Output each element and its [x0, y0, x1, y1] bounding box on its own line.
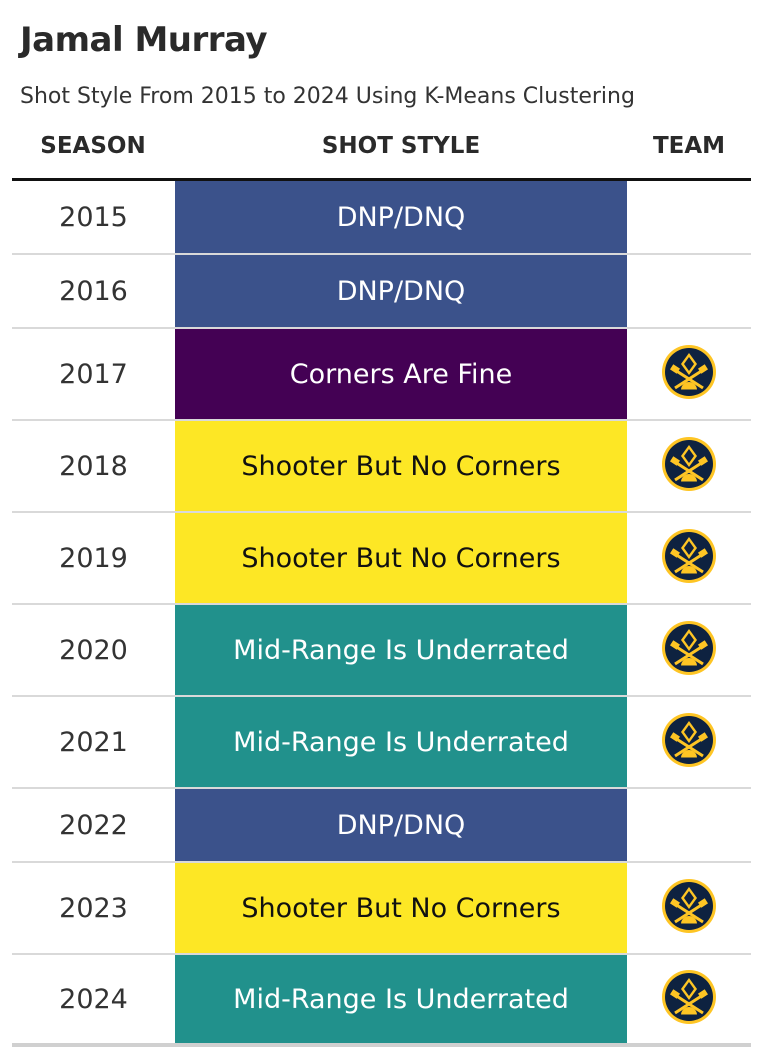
season-cell: 2021	[59, 726, 128, 758]
column-header-team: TEAM	[652, 133, 726, 159]
season-cell: 2024	[59, 983, 128, 1015]
table-row: 2018 Shooter But No Corners	[12, 421, 751, 513]
table-row: 2019 Shooter But No Corners	[12, 513, 751, 605]
team-cell	[627, 181, 751, 253]
shot-style-cell: DNP/DNQ	[175, 789, 627, 861]
shot-style-cell: Mid-Range Is Underrated	[175, 697, 627, 787]
table-row: 2020 Mid-Range Is Underrated	[12, 605, 751, 697]
season-cell: 2020	[59, 634, 128, 666]
header-rule	[12, 178, 751, 181]
nuggets-logo-icon	[661, 528, 717, 589]
column-header-season: SEASON	[40, 133, 146, 159]
nuggets-logo-icon	[661, 620, 717, 681]
season-cell: 2019	[59, 542, 128, 574]
team-cell	[627, 697, 751, 787]
shot-style-cell: Shooter But No Corners	[175, 421, 627, 511]
season-cell: 2018	[59, 450, 128, 482]
nuggets-logo-icon	[661, 969, 717, 1030]
table-row: 2023 Shooter But No Corners	[12, 863, 751, 955]
table-row: 2015 DNP/DNQ	[12, 181, 751, 255]
shot-style-cell: Shooter But No Corners	[175, 863, 627, 953]
team-cell	[627, 789, 751, 861]
table-body: 2015 DNP/DNQ 2016 DNP/DNQ 2017 Corners Are Fi…	[12, 181, 751, 1047]
team-cell	[627, 955, 751, 1043]
team-cell	[627, 513, 751, 603]
nuggets-logo-icon	[661, 344, 717, 405]
shot-style-cell: Mid-Range Is Underrated	[175, 955, 627, 1043]
nuggets-logo-icon	[661, 878, 717, 939]
table-row: 2024 Mid-Range Is Underrated	[12, 955, 751, 1047]
team-cell	[627, 421, 751, 511]
shot-style-cell: DNP/DNQ	[175, 181, 627, 253]
chart-subtitle: Shot Style From 2015 to 2024 Using K-Mea…	[20, 84, 635, 109]
season-cell: 2022	[59, 809, 128, 841]
table-row: 2021 Mid-Range Is Underrated	[12, 697, 751, 789]
nuggets-logo-icon	[661, 712, 717, 773]
table-row: 2022 DNP/DNQ	[12, 789, 751, 863]
team-cell	[627, 255, 751, 327]
nuggets-logo-icon	[661, 436, 717, 497]
column-header-shot-style: SHOT STYLE	[321, 133, 481, 159]
chart-title: Jamal Murray	[20, 20, 268, 60]
season-cell: 2015	[59, 201, 128, 233]
shot-style-cell: DNP/DNQ	[175, 255, 627, 327]
shot-style-cell: Shooter But No Corners	[175, 513, 627, 603]
team-cell	[627, 605, 751, 695]
season-cell: 2016	[59, 275, 128, 307]
table-row: 2017 Corners Are Fine	[12, 329, 751, 421]
team-cell	[627, 863, 751, 953]
table-row: 2016 DNP/DNQ	[12, 255, 751, 329]
season-cell: 2023	[59, 892, 128, 924]
shot-style-cell: Mid-Range Is Underrated	[175, 605, 627, 695]
shot-style-cell: Corners Are Fine	[175, 329, 627, 419]
season-cell: 2017	[59, 358, 128, 390]
team-cell	[627, 329, 751, 419]
